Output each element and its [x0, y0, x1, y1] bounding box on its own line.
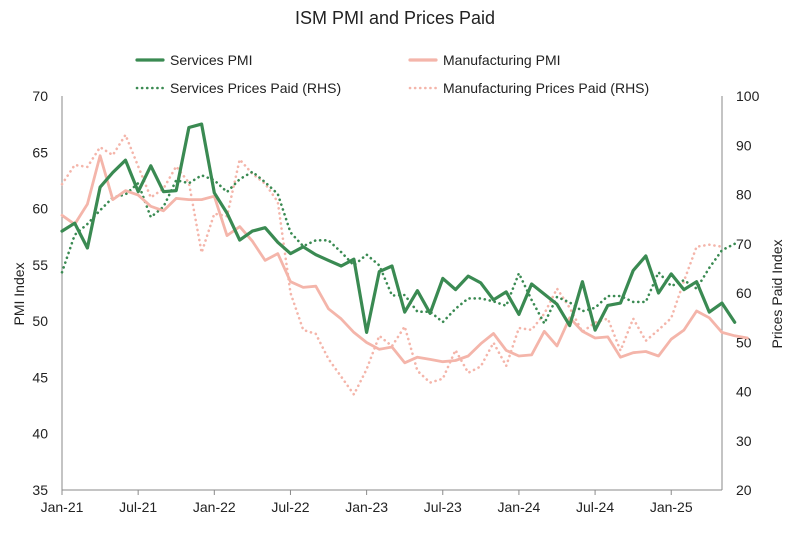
series-line-services-prices-paid-rhs — [60, 170, 737, 325]
left-tick-label: 70 — [32, 88, 48, 104]
right-tick-label: 40 — [736, 384, 752, 400]
left-tick-label: 35 — [32, 482, 48, 498]
left-tick-label: 60 — [32, 201, 48, 217]
x-tick-label: Jan-24 — [498, 499, 541, 515]
legend-item-manufacturing-prices-paid: Manufacturing Prices Paid (RHS) — [408, 80, 649, 96]
left-tick-label: 55 — [32, 257, 48, 273]
x-tick-label: Jul-22 — [271, 499, 309, 515]
left-tick-label: 50 — [32, 313, 48, 329]
x-tick-label: Jan-25 — [650, 499, 693, 515]
left-axis-label: PMI Index — [11, 262, 27, 325]
series-line-manufacturing-pmi — [60, 154, 749, 365]
left-tick-label: 40 — [32, 426, 48, 442]
x-axis-ticks: Jan-21 Jul-21 Jan-22 Jul-22 Jan-23 Jul-23 Jan-… — [41, 490, 693, 515]
legend-label-services-pmi: Services PMI — [170, 52, 252, 68]
x-tick-label: Jul-23 — [424, 499, 462, 515]
left-tick-label: 45 — [32, 369, 48, 385]
x-tick-label: Jul-24 — [576, 499, 614, 515]
right-tick-label: 90 — [736, 137, 752, 153]
legend-item-services-pmi: Services PMI — [135, 52, 252, 68]
right-tick-label: 60 — [736, 285, 752, 301]
legend: Services PMI Manufacturing PMI Services … — [135, 52, 649, 96]
chart-title: ISM PMI and Prices Paid — [295, 8, 495, 28]
legend-item-services-prices-paid: Services Prices Paid (RHS) — [135, 80, 341, 96]
right-tick-label: 20 — [736, 482, 752, 498]
series-layer — [60, 122, 749, 396]
right-tick-label: 80 — [736, 187, 752, 203]
x-tick-label: Jul-21 — [119, 499, 157, 515]
x-tick-label: Jan-22 — [193, 499, 236, 515]
axes — [61, 96, 723, 491]
right-tick-label: 70 — [736, 236, 752, 252]
right-axis-label: Prices Paid Index — [769, 240, 785, 349]
legend-label-manufacturing-pmi: Manufacturing PMI — [443, 52, 561, 68]
legend-item-manufacturing-pmi: Manufacturing PMI — [408, 52, 561, 68]
left-axis-ticks: 35 40 45 50 55 60 65 70 — [32, 88, 48, 498]
left-tick-label: 65 — [32, 144, 48, 160]
series-line-services-pmi — [60, 122, 737, 334]
x-tick-label: Jan-21 — [41, 499, 84, 515]
x-tick-label: Jan-23 — [345, 499, 388, 515]
right-tick-label: 30 — [736, 433, 752, 449]
legend-label-manufacturing-prices-paid: Manufacturing Prices Paid (RHS) — [443, 80, 649, 96]
legend-label-services-prices-paid: Services Prices Paid (RHS) — [170, 80, 341, 96]
right-tick-label: 100 — [736, 88, 760, 104]
